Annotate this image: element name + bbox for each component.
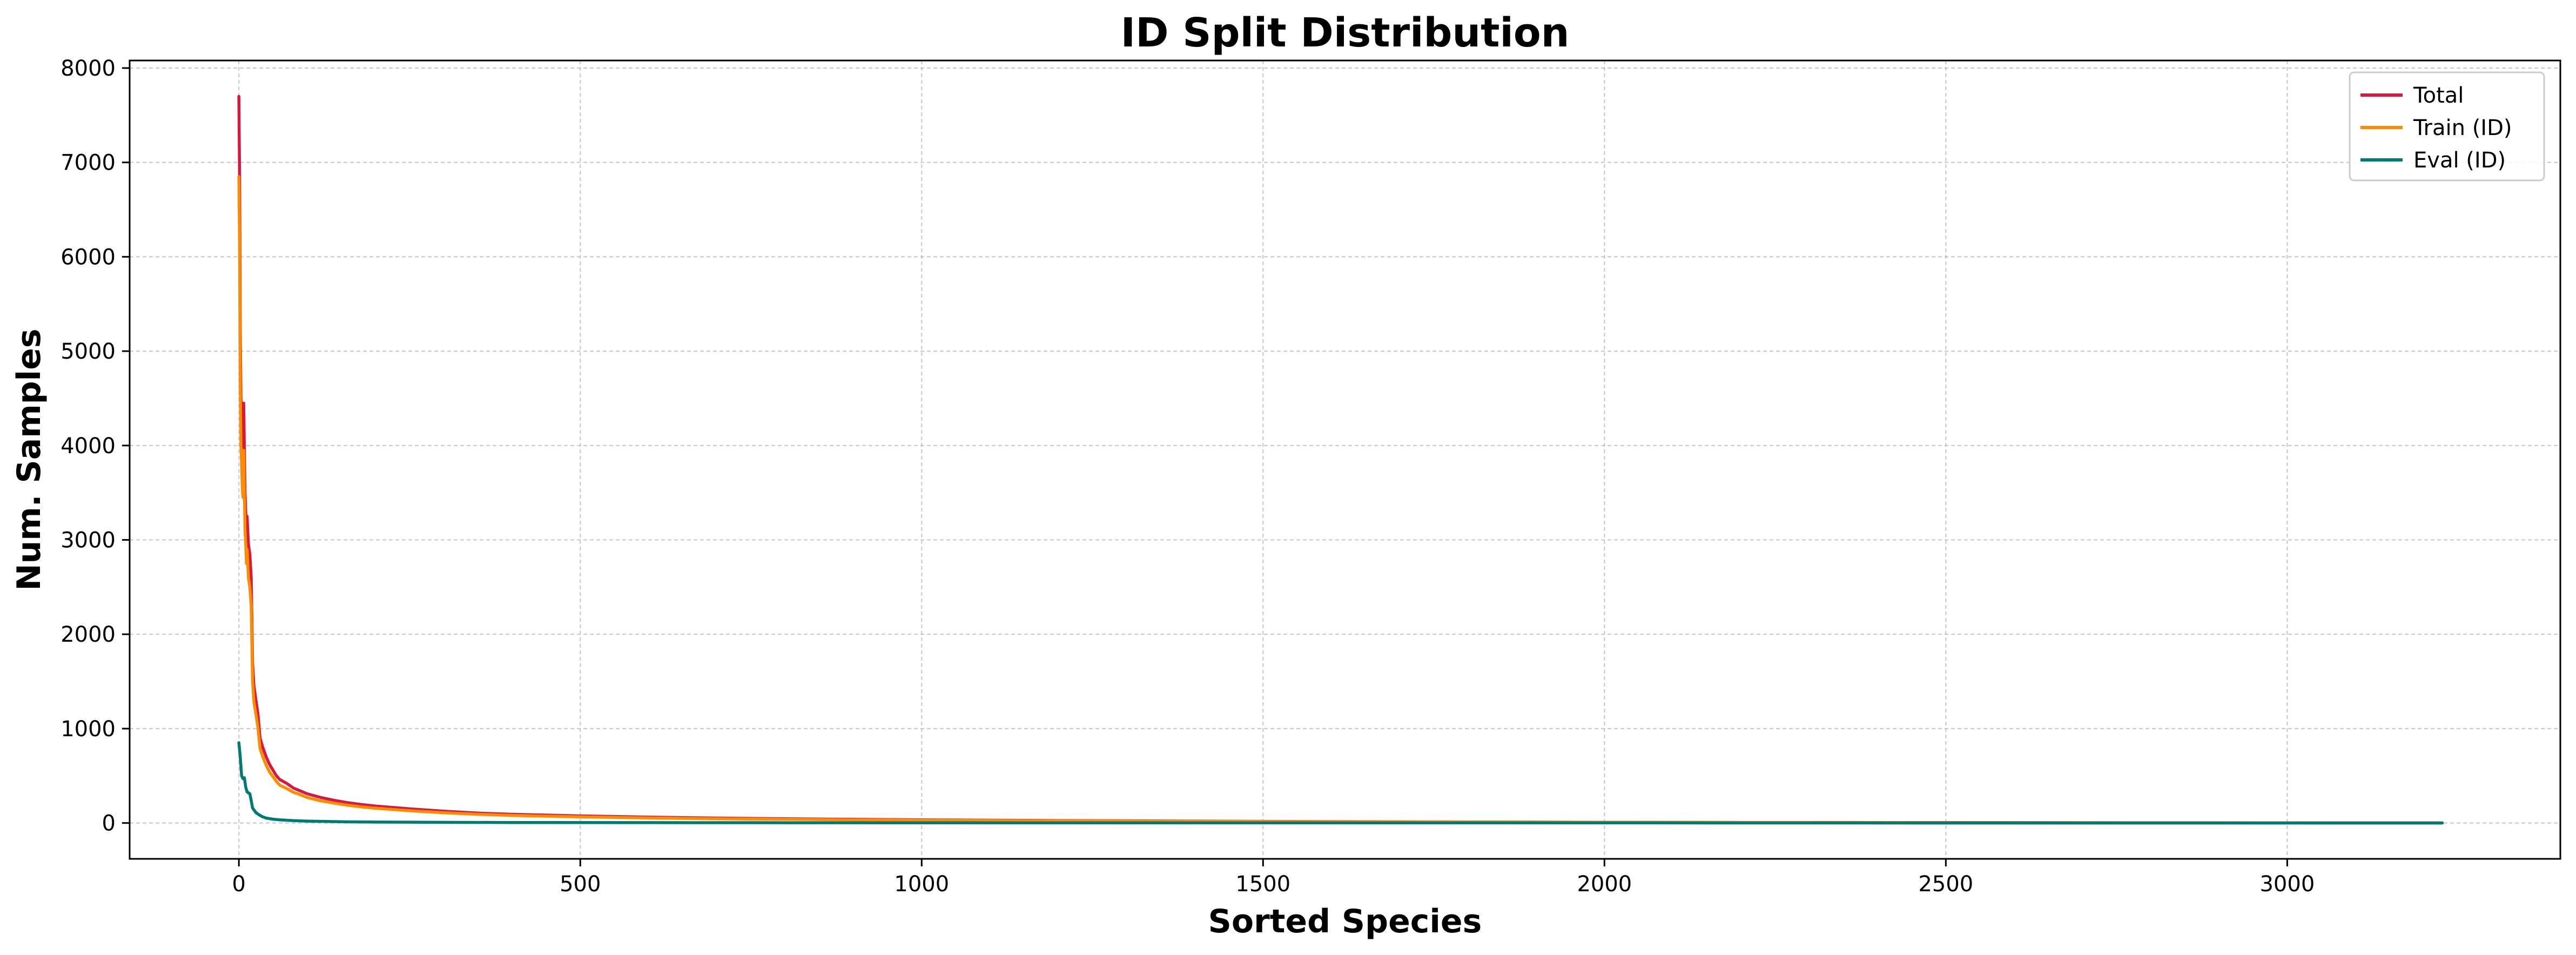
grid [130,60,2560,859]
y-tick-label: 0 [102,811,116,836]
x-tick-label: 1000 [894,872,949,897]
x-tick-label: 0 [232,872,246,897]
axes-frame [129,59,2561,860]
legend-label-total: Total [2413,83,2464,108]
legend-label-train-id: Train (ID) [2413,116,2512,140]
legend-frame [2349,71,2545,181]
series-line-total [237,95,2444,825]
y-tick-label: 3000 [60,528,116,553]
series-line-eval-id [237,741,2444,825]
x-tick-label: 2500 [1918,872,1973,897]
y-tick-label: 1000 [60,717,116,742]
y-tick-label: 5000 [60,339,116,364]
chart-title: ID Split Distribution [1121,10,1570,56]
y-tick-label: 7000 [60,151,116,176]
axis-ticks: 0 500 1000 1500 2000 2500 3000 0 1000 2000 3000 400… [60,56,2315,897]
y-tick-label: 2000 [60,622,116,647]
x-tick-label: 500 [560,872,601,897]
y-tick-label: 8000 [60,56,116,81]
y-axis-label: Num. Samples [10,328,48,590]
x-axis-label: Sorted Species [1208,903,1482,940]
x-tick-label: 2000 [1577,872,1632,897]
legend-label-eval-id: Eval (ID) [2413,148,2506,173]
x-tick-label: 1500 [1235,872,1290,897]
series-lines [237,95,2444,825]
x-tick-label: 3000 [2259,872,2315,897]
legend: Total Train (ID) Eval (ID) [2349,71,2545,181]
series-line-train-id [237,175,2444,825]
y-tick-label: 4000 [60,434,116,459]
y-tick-label: 6000 [60,245,116,270]
